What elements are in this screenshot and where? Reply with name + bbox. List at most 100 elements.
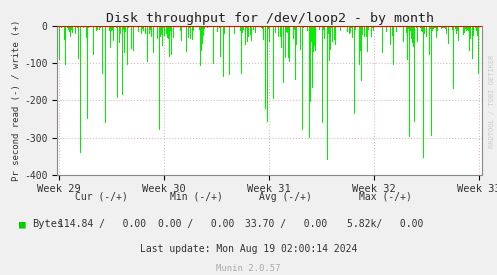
Bar <box>397 26 398 32</box>
Bar <box>95 26 96 31</box>
Bar <box>276 26 277 32</box>
Bar <box>330 26 331 51</box>
Bar <box>72 26 73 30</box>
Bar <box>203 26 204 36</box>
Bar <box>222 26 223 27</box>
Bar <box>355 26 356 30</box>
Bar <box>460 26 461 29</box>
Bar <box>249 26 250 27</box>
Bar <box>96 26 97 30</box>
Bar <box>78 26 79 59</box>
Bar <box>334 26 335 40</box>
Bar <box>465 26 466 29</box>
Bar <box>407 26 408 60</box>
Bar <box>323 26 324 30</box>
Bar <box>413 26 414 47</box>
Bar <box>392 26 393 36</box>
Bar <box>418 26 419 85</box>
Bar <box>220 26 221 57</box>
Bar <box>125 26 126 32</box>
Bar <box>442 26 443 28</box>
Bar <box>409 26 410 138</box>
Bar <box>443 26 444 28</box>
Bar <box>188 26 189 38</box>
Bar <box>275 26 276 33</box>
Bar <box>386 26 387 32</box>
Bar <box>155 26 156 28</box>
Bar <box>345 26 346 27</box>
Bar <box>313 26 314 52</box>
Bar <box>455 26 456 29</box>
Bar <box>262 26 263 29</box>
Bar <box>324 26 325 38</box>
Bar <box>163 26 164 28</box>
Bar <box>138 26 139 32</box>
Bar <box>452 26 453 30</box>
Bar <box>434 26 435 28</box>
Bar <box>123 26 124 30</box>
Bar <box>352 26 353 38</box>
Bar <box>302 26 303 130</box>
Bar <box>273 26 274 99</box>
Bar <box>235 26 236 34</box>
Bar <box>285 26 286 57</box>
Bar <box>372 26 373 28</box>
Bar <box>408 26 409 29</box>
Bar <box>81 26 82 27</box>
Bar <box>368 26 369 30</box>
Bar <box>419 26 420 28</box>
Bar <box>322 26 323 123</box>
Bar <box>167 26 168 38</box>
Text: 5.82k/   0.00: 5.82k/ 0.00 <box>347 219 423 229</box>
Bar <box>473 26 474 36</box>
Bar <box>319 26 320 31</box>
Bar <box>393 26 394 65</box>
Bar <box>328 26 329 34</box>
Bar <box>149 26 150 34</box>
Bar <box>166 26 167 34</box>
Bar <box>449 26 450 27</box>
Bar <box>265 26 266 109</box>
Bar <box>420 26 421 31</box>
Bar <box>154 26 155 53</box>
Bar <box>390 26 391 45</box>
Bar <box>464 26 465 33</box>
Bar <box>357 26 358 63</box>
Bar <box>102 26 103 75</box>
Bar <box>293 26 294 39</box>
Bar <box>332 26 333 42</box>
Bar <box>439 26 440 38</box>
Bar <box>195 26 196 47</box>
Bar <box>241 26 242 74</box>
Bar <box>281 26 282 48</box>
Text: ■: ■ <box>19 219 26 229</box>
Text: 33.70 /   0.00: 33.70 / 0.00 <box>245 219 327 229</box>
Bar <box>105 26 106 123</box>
Bar <box>100 26 101 28</box>
Bar <box>83 26 84 28</box>
Bar <box>131 26 132 49</box>
Bar <box>199 26 200 29</box>
Bar <box>289 26 290 62</box>
Bar <box>68 26 69 30</box>
Bar <box>294 26 295 31</box>
Bar <box>431 26 432 136</box>
Bar <box>412 26 413 43</box>
Bar <box>242 26 243 33</box>
Bar <box>192 26 193 40</box>
Bar <box>180 26 181 31</box>
Bar <box>437 26 438 31</box>
Bar <box>247 26 248 43</box>
Bar <box>190 26 191 39</box>
Bar <box>382 26 383 53</box>
Bar <box>463 26 464 35</box>
Bar <box>88 26 89 28</box>
Bar <box>111 26 112 31</box>
Bar <box>435 26 436 28</box>
Bar <box>351 26 352 28</box>
Bar <box>468 26 469 31</box>
Bar <box>243 26 244 30</box>
Bar <box>349 26 350 34</box>
Bar <box>433 26 434 29</box>
Bar <box>361 26 362 81</box>
